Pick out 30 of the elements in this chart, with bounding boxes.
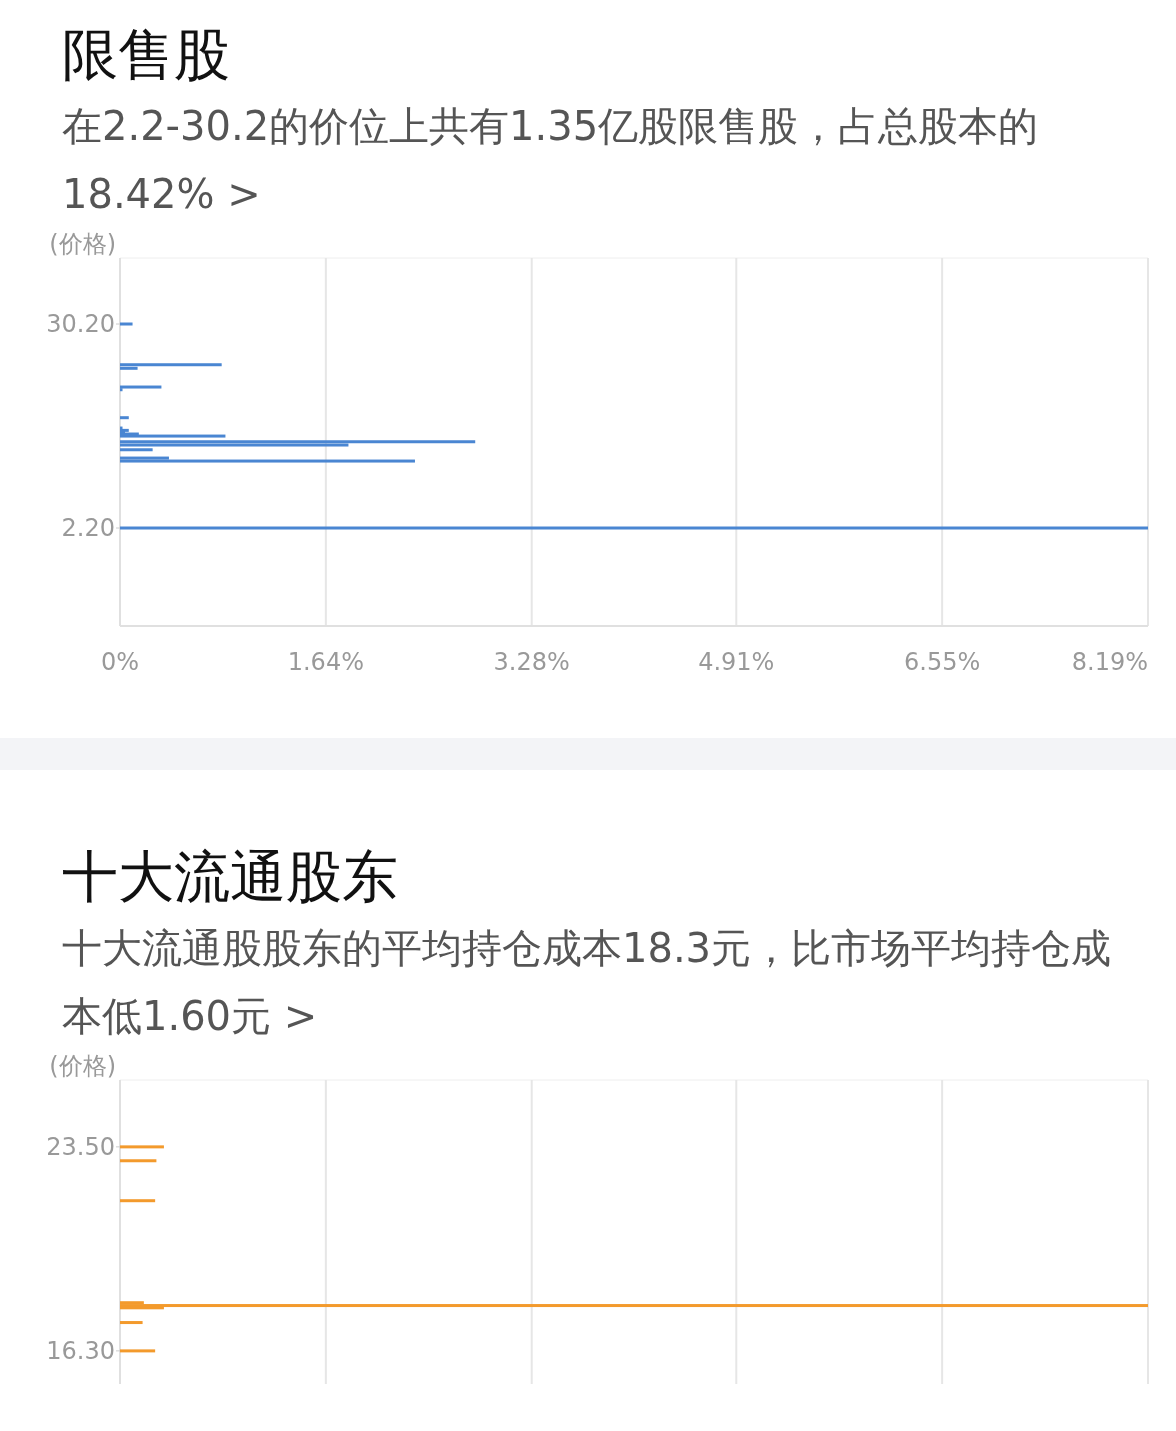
chart-title: 十大流通股东: [62, 843, 399, 911]
y-axis-title: (价格): [49, 1052, 116, 1081]
y-tick-label: 23.50: [46, 1133, 115, 1162]
bar: [120, 1159, 157, 1163]
chart-title: 限售股: [62, 21, 231, 89]
bar: [120, 526, 1148, 530]
x-tick-label: 6.55%: [904, 648, 981, 677]
chart-subtitle: 在2.2-30.2的价位上共有1.35亿股限售股，占总股本的18.42% >: [62, 102, 1040, 219]
y-tick-label: 2.20: [61, 514, 115, 543]
bar: [120, 363, 222, 367]
bar: [120, 440, 476, 444]
x-tick-label: 3.28%: [493, 648, 570, 677]
x-tick-label: 8.19%: [1071, 648, 1148, 677]
bar: [120, 1304, 1148, 1308]
bar: [120, 434, 226, 438]
bar: [120, 322, 133, 326]
y-tick-label: 30.20: [46, 310, 115, 339]
x-tick-label: 0%: [100, 648, 140, 677]
x-tick-label: 1.64%: [287, 648, 364, 677]
bar: [120, 1145, 164, 1149]
chart-subtitle: 十大流通股股东的平均持仓成本18.3元，比市场平均持仓成本低1.60元 >: [62, 924, 1113, 1041]
y-axis-title: (价格): [49, 230, 116, 259]
bar: [120, 1199, 156, 1203]
bar: [120, 459, 415, 463]
x-tick-label: 4.91%: [698, 648, 775, 677]
bar: [120, 1349, 156, 1353]
y-tick-label: 16.30: [46, 1337, 115, 1366]
bar: [120, 416, 129, 420]
bar: [120, 1321, 143, 1325]
bar: [120, 385, 162, 389]
